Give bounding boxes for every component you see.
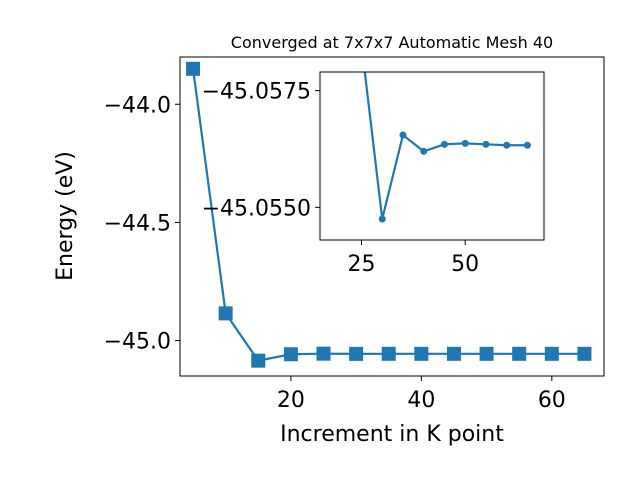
main-data-point — [186, 61, 201, 76]
inset-x-tick-label: 50 — [451, 252, 479, 277]
x-axis-label: Increment in K point — [280, 422, 504, 447]
inset-background — [320, 72, 544, 240]
inset-series — [363, 72, 531, 223]
main-data-point — [577, 346, 592, 361]
main-x-tick-label: 60 — [538, 388, 566, 413]
inset-y-tick-label: −45.0575 — [202, 80, 311, 105]
inset-data-point — [399, 131, 407, 139]
main-data-point — [414, 346, 429, 361]
inset-data-point — [461, 139, 469, 147]
main-plot: Converged at 7x7x7 Automatic Mesh 40 20 4… — [53, 33, 605, 447]
inset-x-tick-label: 25 — [347, 252, 375, 277]
inset-data-point — [482, 140, 490, 148]
main-data-point — [381, 346, 396, 361]
inset-x-ticks: 25 50 — [347, 240, 479, 277]
y-axis-label: Energy (eV) — [53, 151, 78, 281]
inset-data-point — [420, 147, 428, 155]
main-y-tick-label: −44.0 — [104, 93, 171, 118]
inset-plot-frame — [319, 71, 545, 241]
main-y-tick-label: −45.0 — [104, 330, 171, 355]
inset-plot: 25 50 −45.0575 −45.0550 — [202, 71, 545, 277]
inset-data-point — [440, 140, 448, 148]
main-y-ticks: −44.0 −44.5 −45.0 — [104, 93, 180, 355]
main-series — [186, 61, 592, 368]
main-data-point — [479, 346, 494, 361]
main-y-tick-label: −44.5 — [104, 211, 171, 236]
chart-title: Converged at 7x7x7 Automatic Mesh 40 — [231, 33, 553, 52]
main-x-ticks: 20 40 60 — [277, 376, 566, 413]
inset-y-tick-label: −45.0550 — [202, 196, 311, 221]
main-data-point — [316, 346, 331, 361]
main-plot-frame — [179, 56, 605, 377]
inset-series-line — [363, 72, 528, 220]
main-data-point — [283, 347, 298, 362]
main-x-tick-label: 20 — [277, 388, 305, 413]
main-data-point — [446, 346, 461, 361]
main-data-point — [512, 346, 527, 361]
inset-data-point — [503, 141, 511, 149]
main-data-point — [251, 353, 266, 368]
main-data-point — [544, 346, 559, 361]
inset-y-ticks: −45.0575 −45.0550 — [202, 80, 320, 221]
main-data-point — [349, 346, 364, 361]
main-data-point — [218, 306, 233, 321]
inset-data-point — [523, 141, 531, 149]
main-x-tick-label: 40 — [407, 388, 435, 413]
inset-data-point — [378, 215, 386, 223]
